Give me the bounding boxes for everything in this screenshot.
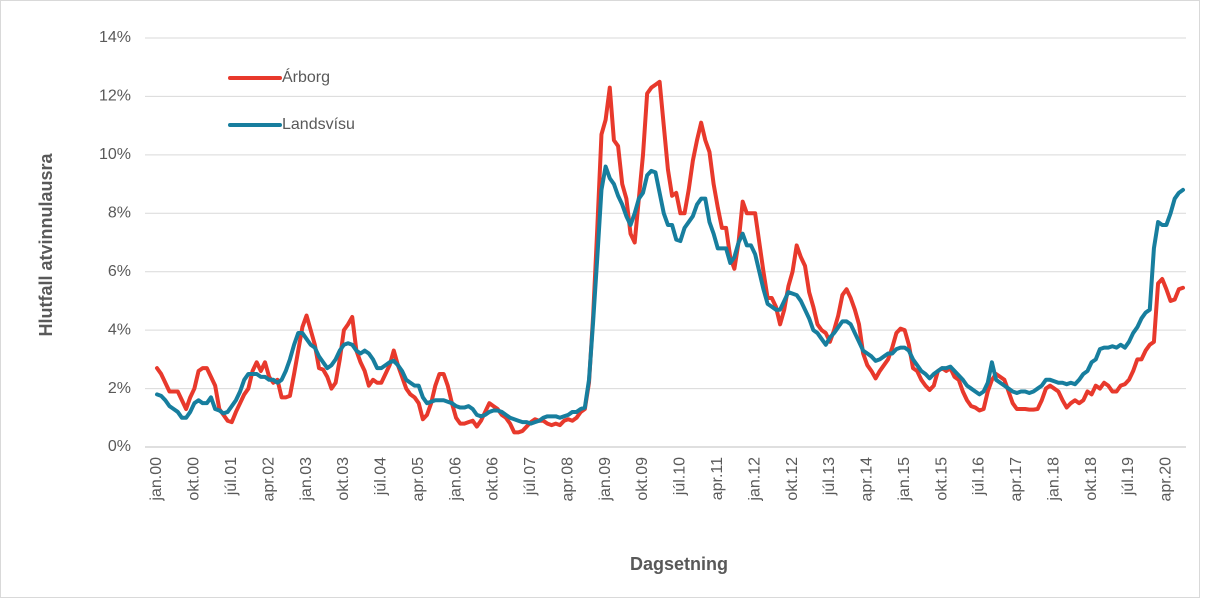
x-tick-label: jan.09 bbox=[597, 457, 614, 502]
x-tick-label: apr.02 bbox=[260, 457, 277, 502]
y-tick-label: 14% bbox=[99, 29, 131, 46]
y-tick-label: 6% bbox=[108, 263, 131, 280]
line-series bbox=[155, 164, 1185, 426]
y-tick-label: 2% bbox=[108, 380, 131, 397]
x-tick-label: okt.06 bbox=[485, 457, 502, 501]
x-tick-label: apr.08 bbox=[559, 457, 576, 502]
x-tick-label: jan.15 bbox=[896, 457, 913, 502]
x-tick-label: júl.13 bbox=[821, 457, 838, 496]
x-tick-label: júl.10 bbox=[672, 457, 689, 496]
y-tick-label: 8% bbox=[108, 205, 131, 222]
x-tick-label: apr.17 bbox=[1008, 457, 1025, 502]
x-tick-label: jan.12 bbox=[746, 457, 763, 502]
y-tick-label: 10% bbox=[99, 146, 131, 163]
x-axis-title: Dagsetning bbox=[630, 554, 728, 574]
x-tick-label: júl.19 bbox=[1120, 457, 1137, 496]
legend-label: Landsvísu bbox=[282, 116, 355, 133]
x-tick-label: okt.09 bbox=[634, 457, 651, 501]
y-tick-label: 0% bbox=[108, 438, 131, 455]
x-tick-label: júl.07 bbox=[522, 457, 539, 496]
x-tick-label: okt.00 bbox=[186, 457, 203, 501]
x-tick-label: apr.20 bbox=[1158, 457, 1175, 502]
x-tick-label: okt.03 bbox=[335, 457, 352, 501]
x-tick-label: júl.16 bbox=[971, 457, 988, 496]
y-tick-label: 4% bbox=[108, 321, 131, 338]
x-tick-label: júl.04 bbox=[373, 457, 390, 496]
x-tick-label: apr.14 bbox=[859, 457, 876, 502]
x-tick-label: jan.03 bbox=[298, 457, 315, 502]
legend-label: Árborg bbox=[282, 67, 330, 86]
y-tick-label: 12% bbox=[99, 88, 131, 105]
x-tick-label: okt.18 bbox=[1083, 457, 1100, 501]
x-tick-label: jan.18 bbox=[1045, 457, 1062, 502]
x-tick-label: okt.15 bbox=[933, 457, 950, 501]
x-tick-label: okt.12 bbox=[784, 457, 801, 501]
x-tick-label: apr.11 bbox=[709, 457, 726, 500]
x-tick-label: jan.06 bbox=[447, 457, 464, 502]
x-tick-label: apr.05 bbox=[410, 457, 427, 502]
line-series bbox=[155, 79, 1185, 435]
x-tick-label: júl.01 bbox=[223, 457, 240, 496]
y-axis-title: Hlutfall atvinnulausra bbox=[36, 153, 56, 337]
x-tick-label: jan.00 bbox=[148, 457, 165, 502]
